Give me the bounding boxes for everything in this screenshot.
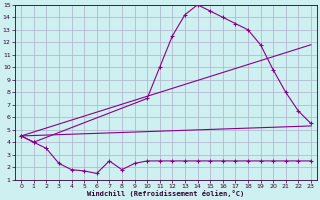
- X-axis label: Windchill (Refroidissement éolien,°C): Windchill (Refroidissement éolien,°C): [87, 190, 245, 197]
